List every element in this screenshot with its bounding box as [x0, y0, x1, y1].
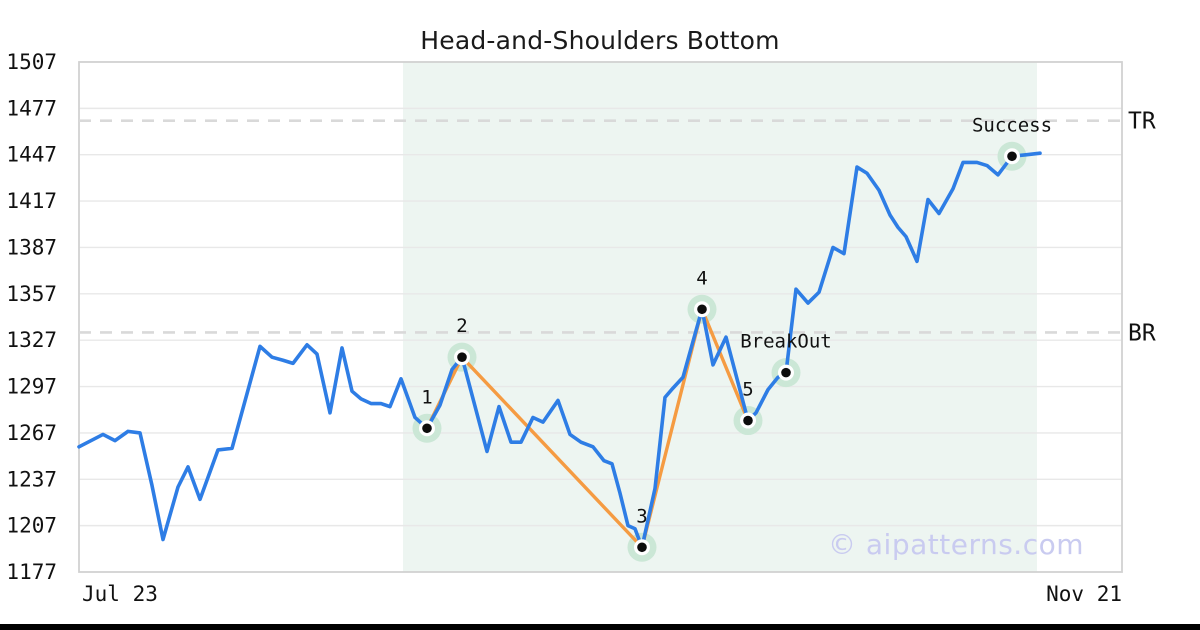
y-tick-label: 1177 — [6, 560, 57, 584]
marker-label-5: 5 — [742, 379, 753, 401]
x-tick-end: Nov 21 — [1046, 582, 1122, 606]
marker-dot — [1007, 151, 1017, 162]
marker-dot — [637, 542, 647, 553]
y-tick-label: 1417 — [6, 189, 57, 213]
marker-dot — [422, 423, 432, 434]
y-tick-label: 1267 — [6, 421, 57, 445]
pattern-shaded-region — [403, 62, 1037, 572]
marker-label-1: 1 — [421, 386, 432, 408]
target-level-label: TR — [1128, 109, 1156, 135]
watermark: © aipatterns.com — [828, 528, 1085, 561]
marker-dot — [697, 304, 707, 315]
y-tick-label: 1477 — [6, 96, 57, 120]
y-tick-label: 1297 — [6, 375, 57, 399]
y-tick-label: 1447 — [6, 143, 57, 167]
marker-label-4: 4 — [696, 267, 707, 289]
marker-label-3: 3 — [636, 505, 647, 527]
marker-label-breakout: BreakOut — [740, 331, 832, 353]
plot-border — [78, 61, 1123, 573]
marker-label-2: 2 — [456, 315, 467, 337]
y-tick-label: 1507 — [6, 50, 57, 74]
marker-dot — [781, 367, 791, 378]
marker-dot — [457, 352, 467, 362]
chart-title: Head-and-Shoulders Bottom — [420, 26, 780, 55]
price-line — [77, 151, 1042, 550]
marker-label-success: Success — [972, 114, 1052, 136]
marker-dot — [743, 415, 753, 426]
bottom-border-bar — [0, 624, 1200, 630]
breakout-level-label: BR — [1128, 320, 1156, 346]
x-tick-start: Jul 23 — [82, 582, 158, 606]
y-tick-label: 1357 — [6, 282, 57, 306]
y-tick-label: 1327 — [6, 328, 57, 352]
y-tick-label: 1207 — [6, 514, 57, 538]
y-tick-label: 1237 — [6, 467, 57, 491]
y-tick-label: 1387 — [6, 235, 57, 259]
